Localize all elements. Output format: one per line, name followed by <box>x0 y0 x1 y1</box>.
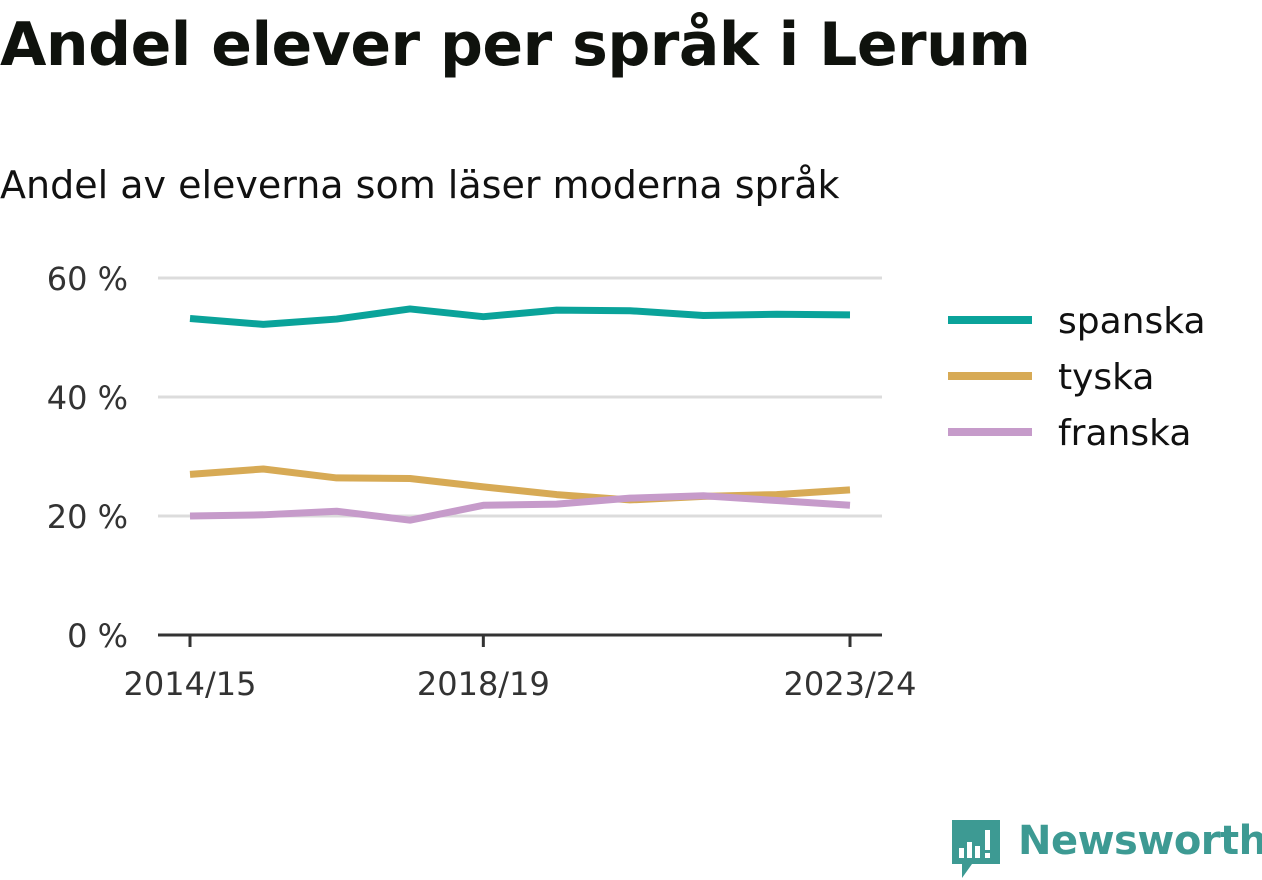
x-tick-label: 2018/19 <box>417 665 550 703</box>
series-line-spanska <box>189 305 851 328</box>
legend-label-franska: franska <box>1058 413 1191 454</box>
newsworthy-logo-icon <box>952 820 1000 878</box>
chart-title: Andel elever per språk i Lerum <box>0 10 1031 80</box>
chart-subtitle: Andel av eleverna som läser moderna språ… <box>0 163 840 207</box>
legend-label-tyska: tyska <box>1058 357 1154 398</box>
y-axis-tick-labels: 0 % 20 % 40 % 60 % <box>47 260 128 655</box>
x-tick-label: 2023/24 <box>784 665 917 703</box>
y-tick-label: 0 % <box>67 617 128 655</box>
y-tick-label: 40 % <box>47 379 128 417</box>
legend: spanska tyska franska <box>948 301 1206 454</box>
y-tick-label: 20 % <box>47 498 128 536</box>
series-line-franska <box>189 492 851 524</box>
series-line-tyska <box>189 465 851 504</box>
y-tick-label: 60 % <box>47 260 128 298</box>
x-axis: 2014/15 2018/19 2023/24 <box>124 633 917 703</box>
legend-label-spanska: spanska <box>1058 301 1206 342</box>
series-lines <box>189 305 851 524</box>
brand-name: Newsworthy <box>1018 818 1262 864</box>
x-tick-label: 2014/15 <box>124 665 257 703</box>
